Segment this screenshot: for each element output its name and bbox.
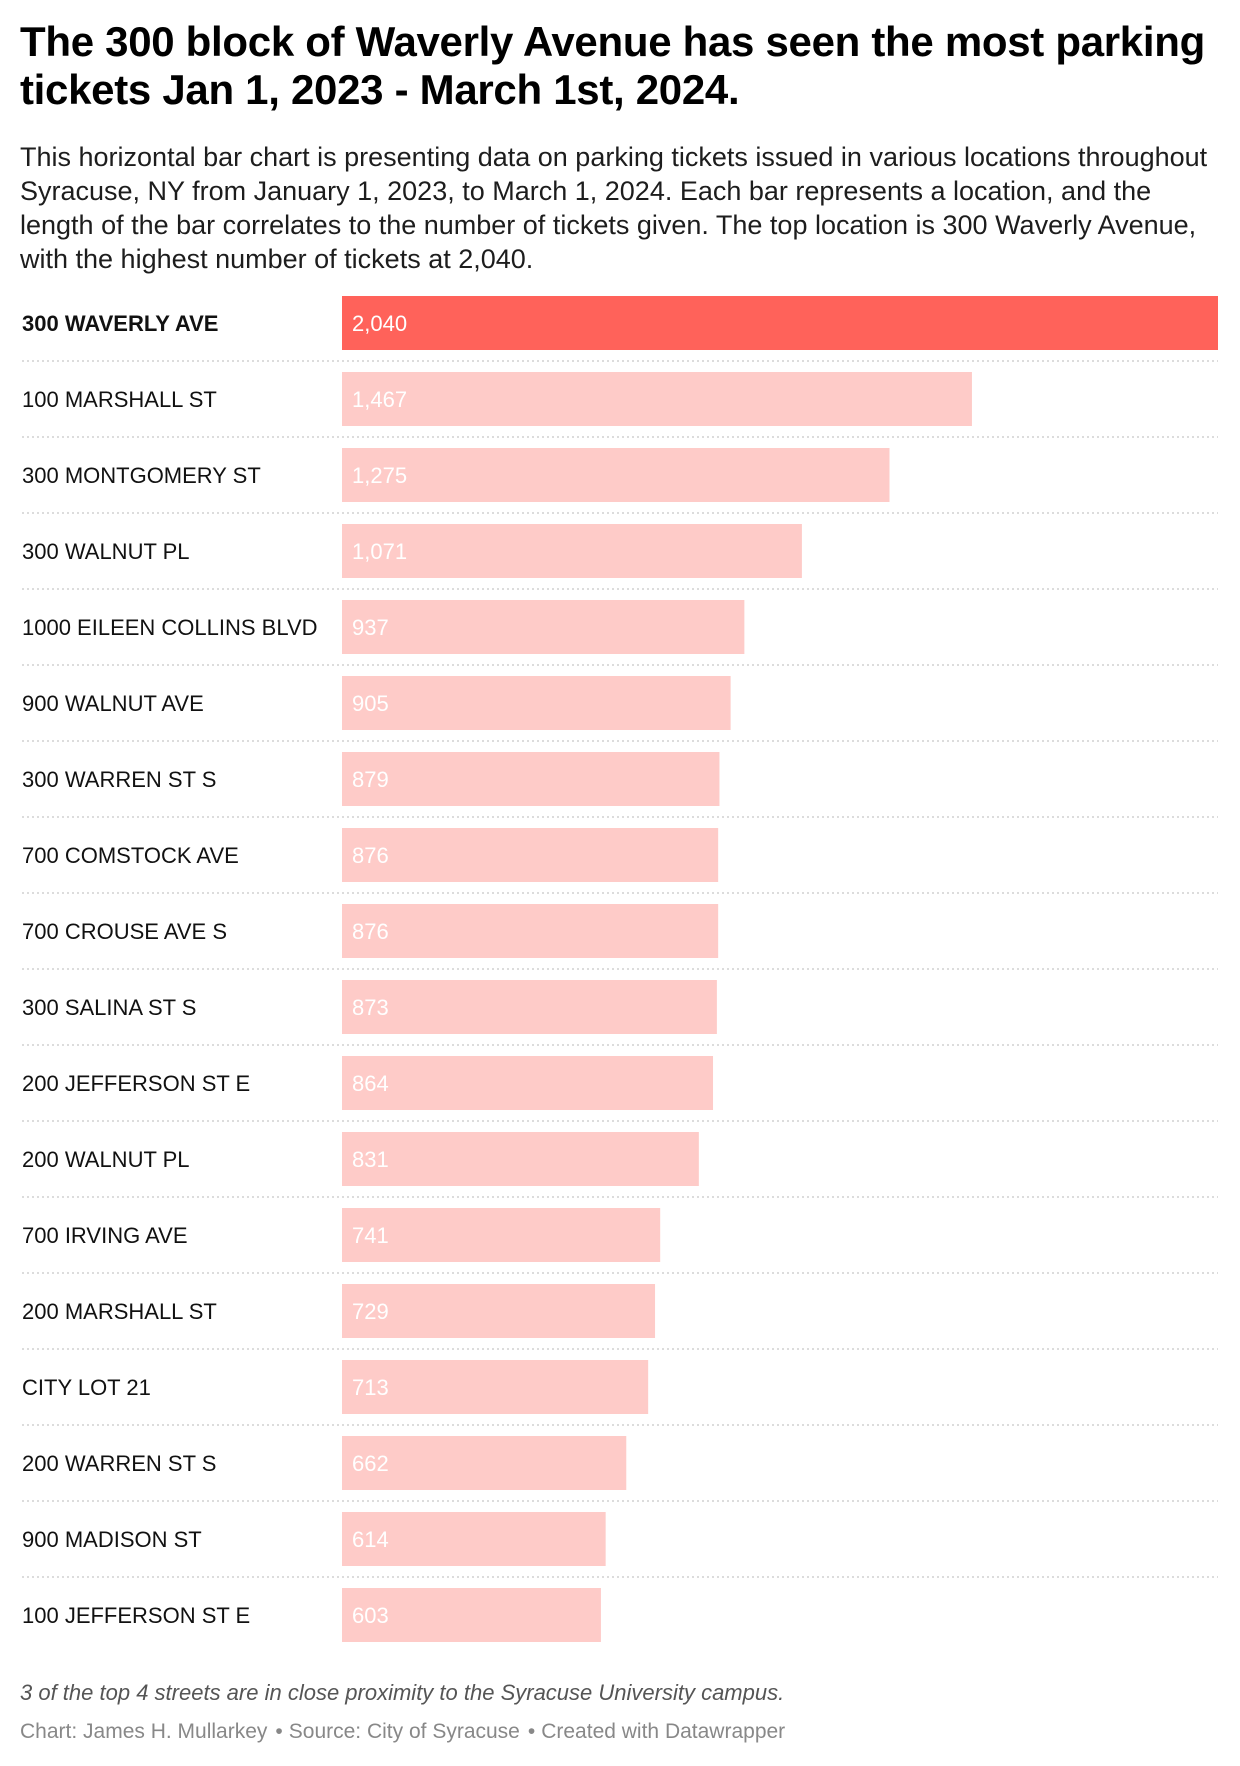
category-label: 300 WAVERLY AVE — [22, 311, 218, 336]
bar — [342, 524, 802, 578]
bar — [342, 1436, 627, 1490]
value-label: 603 — [352, 1603, 389, 1628]
bar — [342, 828, 719, 882]
chart-title: The 300 block of Waverly Avenue has seen… — [20, 18, 1205, 113]
bar — [342, 1056, 714, 1110]
bar — [342, 600, 745, 654]
bar — [342, 1208, 661, 1262]
bar — [342, 904, 719, 958]
bar — [342, 296, 1218, 350]
value-label: 662 — [352, 1451, 389, 1476]
bar — [342, 1284, 656, 1338]
value-label: 876 — [352, 843, 389, 868]
value-label: 879 — [352, 767, 389, 792]
category-label: 700 COMSTOCK AVE — [22, 843, 239, 868]
value-label: 1,071 — [352, 539, 407, 564]
category-label: 100 JEFFERSON ST E — [22, 1603, 250, 1628]
category-label: 100 MARSHALL ST — [22, 387, 217, 412]
bar — [342, 1512, 606, 1566]
value-label: 876 — [352, 919, 389, 944]
category-label: 300 WALNUT PL — [22, 539, 190, 564]
value-label: 905 — [352, 691, 389, 716]
value-label: 713 — [352, 1375, 389, 1400]
chart-note: 3 of the top 4 streets are in close prox… — [20, 1680, 785, 1705]
value-label: 2,040 — [352, 311, 407, 336]
chart-description: This horizontal bar chart is presenting … — [20, 142, 1208, 274]
category-label: 200 MARSHALL ST — [22, 1299, 217, 1324]
value-label: 729 — [352, 1299, 389, 1324]
source-credit: Source: City of Syracuse — [288, 1720, 520, 1743]
value-label: 1,467 — [352, 387, 407, 412]
category-label: 900 WALNUT AVE — [22, 691, 204, 716]
bar — [342, 1132, 699, 1186]
bar — [342, 980, 717, 1034]
chart-credit: Chart: James H. Mullarkey — [20, 1720, 268, 1743]
category-label: 200 WARREN ST S — [22, 1451, 216, 1476]
category-label: 900 MADISON ST — [22, 1527, 202, 1552]
chart-footer: Chart: James H. Mullarkey • Source: City o… — [20, 1720, 786, 1743]
category-label: 300 SALINA ST S — [22, 995, 196, 1020]
value-label: 937 — [352, 615, 389, 640]
value-label: 873 — [352, 995, 389, 1020]
category-label: 200 WALNUT PL — [22, 1147, 190, 1172]
bar — [342, 1360, 649, 1414]
category-label: 1000 EILEEN COLLINS BLVD — [22, 615, 318, 640]
bar — [342, 372, 972, 426]
category-label: 300 WARREN ST S — [22, 767, 216, 792]
bar — [342, 752, 720, 806]
bar — [342, 1588, 601, 1642]
value-label: 1,275 — [352, 463, 407, 488]
value-label: 614 — [352, 1527, 389, 1552]
created-with: Created with Datawrapper — [541, 1720, 786, 1743]
bar — [342, 676, 731, 730]
value-label: 864 — [352, 1071, 389, 1096]
category-label: CITY LOT 21 — [22, 1375, 151, 1400]
value-label: 741 — [352, 1223, 389, 1248]
value-label: 831 — [352, 1147, 389, 1172]
category-label: 200 JEFFERSON ST E — [22, 1071, 250, 1096]
category-label: 700 CROUSE AVE S — [22, 919, 227, 944]
bar — [342, 448, 890, 502]
category-label: 300 MONTGOMERY ST — [22, 463, 261, 488]
category-label: 700 IRVING AVE — [22, 1223, 188, 1248]
